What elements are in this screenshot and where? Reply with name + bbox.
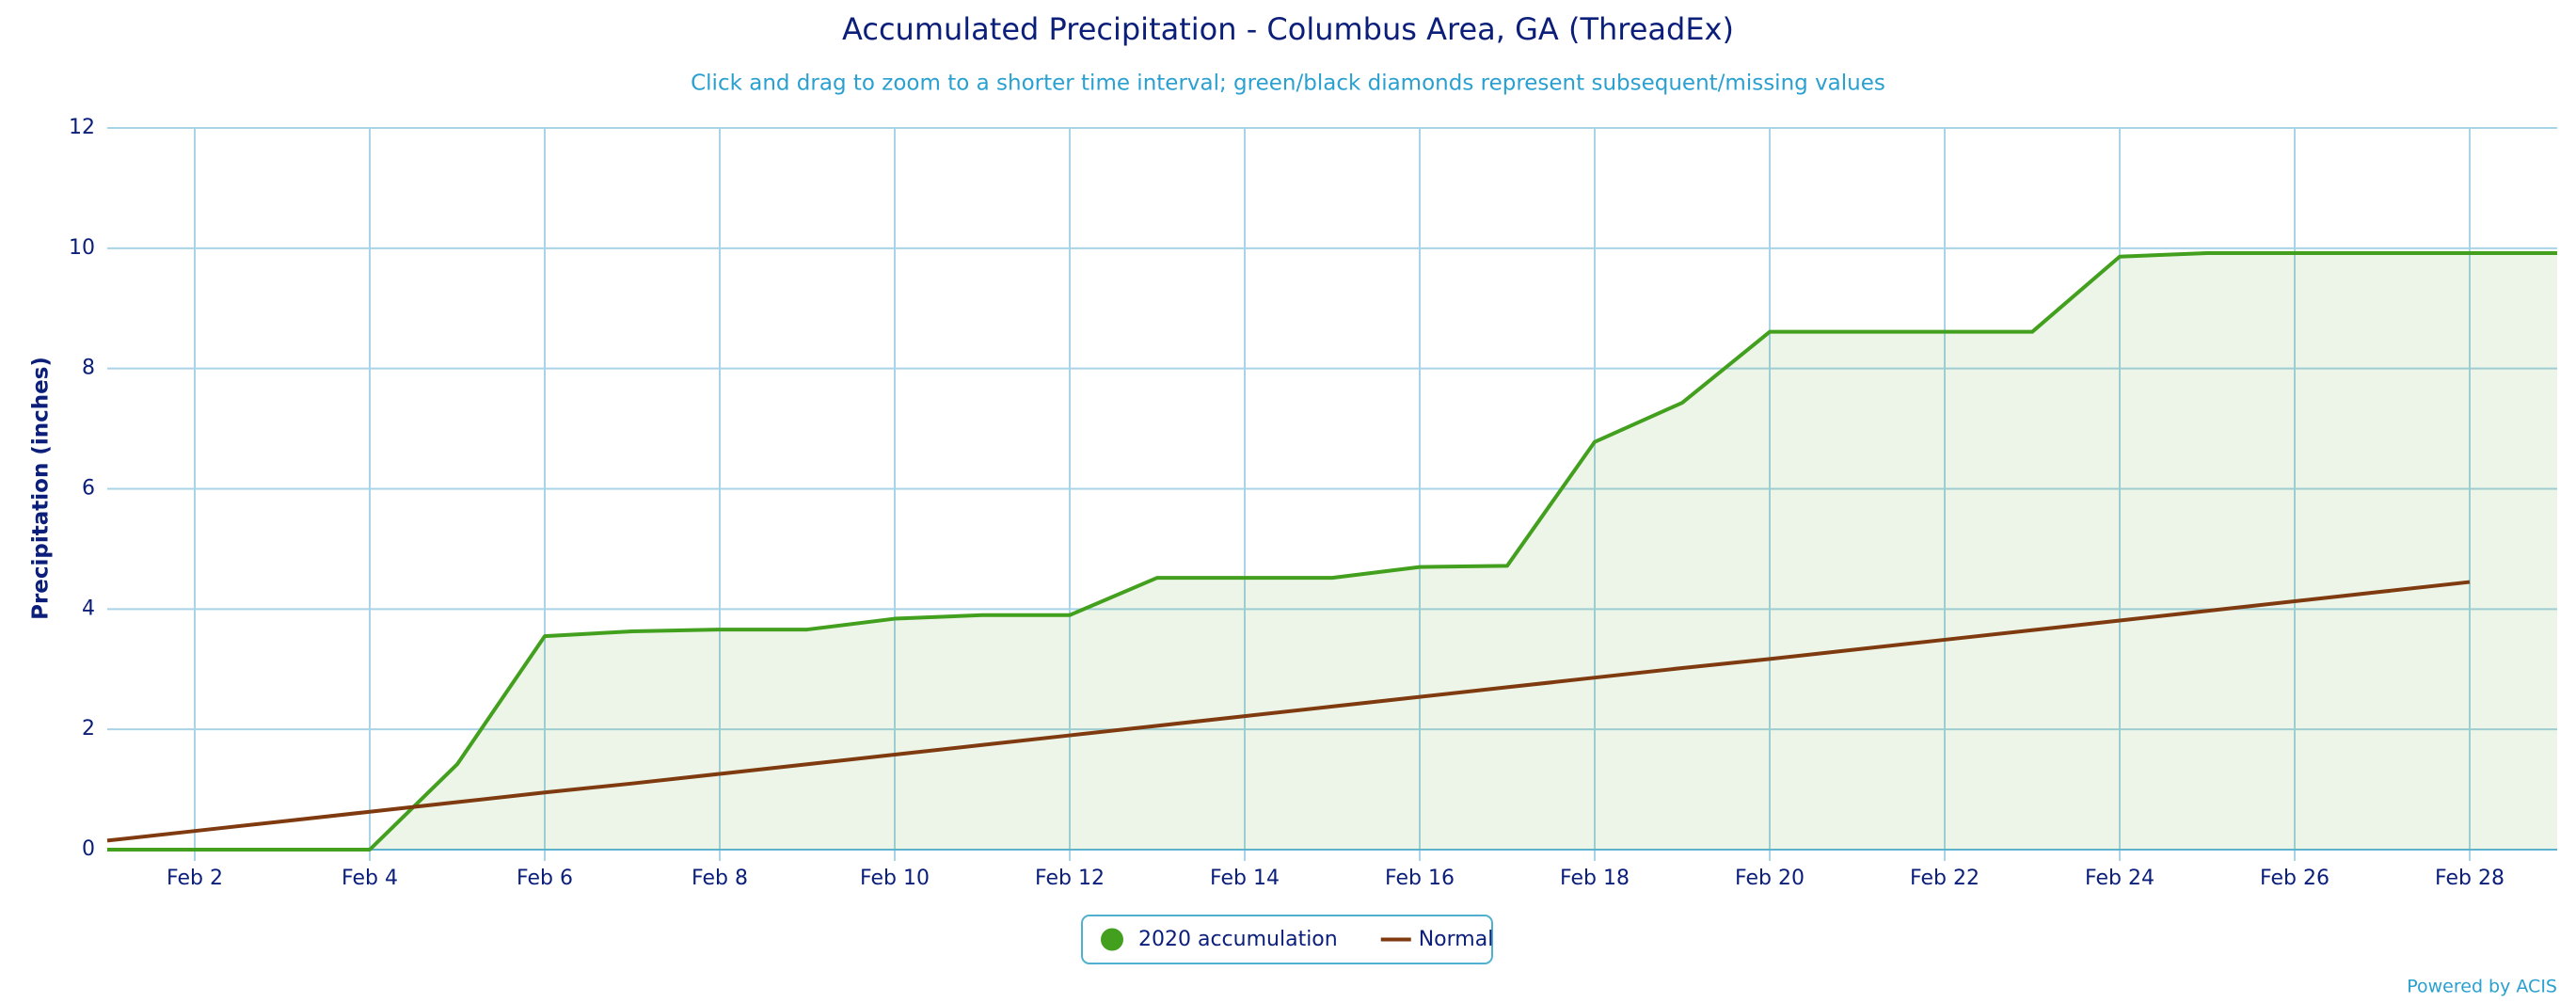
y-tick-label: 8 (82, 357, 95, 380)
legend-symbol (1101, 928, 1123, 951)
y-tick-label: 0 (82, 837, 95, 861)
x-tick-label: Feb 24 (2085, 867, 2155, 890)
y-tick-label: 10 (69, 236, 95, 260)
legend-label: Normal (1419, 928, 1494, 951)
x-tick-label: Feb 22 (1910, 867, 1980, 890)
x-tick-label: Feb 10 (860, 867, 930, 890)
x-tick-label: Feb 20 (1735, 867, 1805, 890)
y-tick-label: 4 (82, 597, 95, 620)
x-tick-label: Feb 4 (342, 867, 398, 890)
x-tick-label: Feb 12 (1035, 867, 1105, 890)
y-tick-label: 2 (82, 717, 95, 740)
area (107, 252, 2557, 850)
x-tick-label: Feb 6 (517, 867, 573, 890)
chart-subtitle: Click and drag to zoom to a shorter time… (691, 72, 1885, 96)
x-tick-label: Feb 16 (1385, 867, 1455, 890)
legend-box (1081, 915, 1493, 964)
line (106, 580, 2471, 843)
y-tick-label: 12 (69, 116, 95, 139)
credit: Powered by ACIS (2407, 977, 2557, 997)
y-axis-title: Precipitation (inches) (29, 357, 54, 620)
x-tick-label: Feb 8 (692, 867, 748, 890)
legend-label: 2020 accumulation (1138, 928, 1338, 951)
x-tick-label: Feb 14 (1210, 867, 1280, 890)
line (107, 250, 2557, 852)
x-tick-label: Feb 18 (1560, 867, 1630, 890)
y-tick-label: 6 (82, 477, 95, 501)
x-tick-label: Feb 26 (2260, 867, 2330, 890)
x-tick-label: Feb 28 (2435, 867, 2504, 890)
x-tick-label: Feb 2 (167, 867, 223, 890)
legend: 2020 accumulation Normal (1081, 915, 1494, 964)
chart-title: Accumulated Precipitation - Columbus Are… (842, 11, 1734, 47)
